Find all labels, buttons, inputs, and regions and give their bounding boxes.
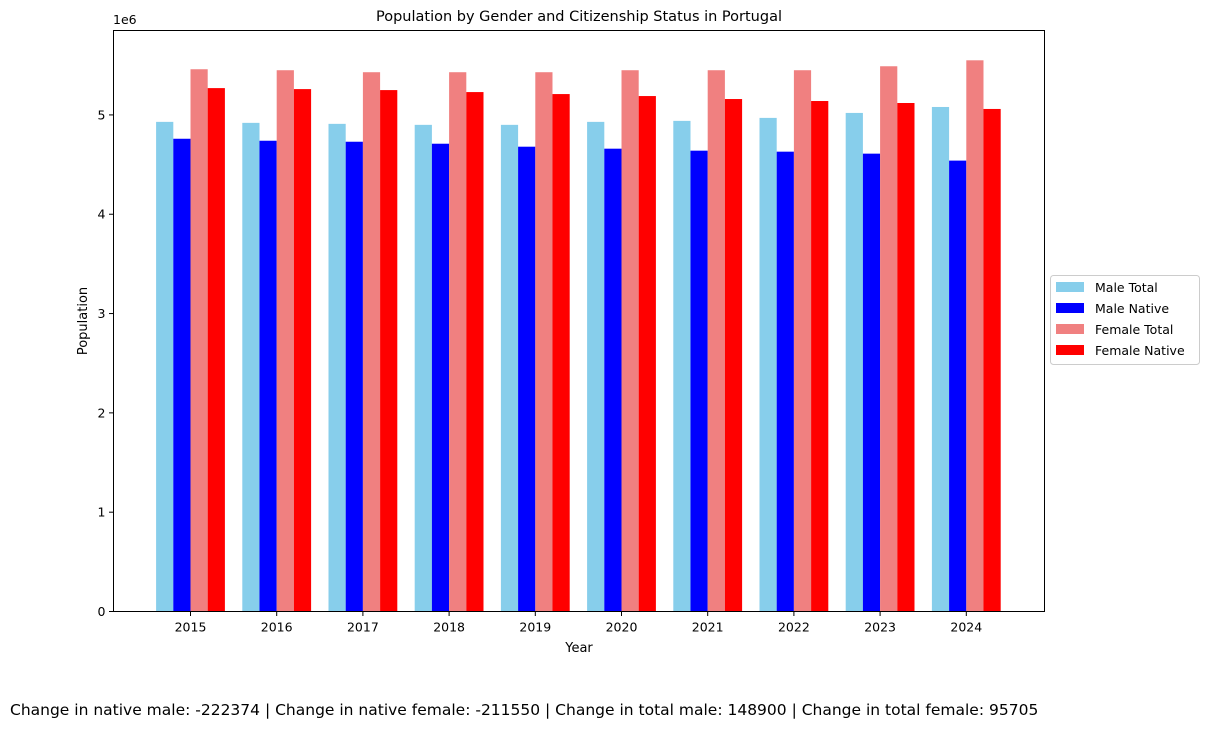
legend-label-male-total: Male Total bbox=[1095, 280, 1158, 295]
y-tick-label: 5 bbox=[98, 107, 106, 122]
bar-female-total-2021 bbox=[707, 70, 725, 612]
x-tick-label: 2024 bbox=[950, 620, 982, 635]
x-axis-ticks: 2015 2016 2017 2018 2019 2020 2021 2022 2023 2024 bbox=[175, 611, 982, 635]
bar-male-total-2021 bbox=[673, 120, 691, 612]
bar-male-total-2020 bbox=[587, 121, 605, 612]
bar-female-total-2018 bbox=[449, 72, 467, 612]
y-axis-offset-label: 1e6 bbox=[113, 12, 137, 27]
bar-female-native-2020 bbox=[638, 96, 656, 612]
bar-male-native-2019 bbox=[518, 146, 536, 612]
x-tick-label: 2018 bbox=[433, 620, 465, 635]
bar-female-total-2015 bbox=[190, 69, 208, 612]
bar-female-native-2023 bbox=[897, 103, 915, 612]
bar-male-total-2022 bbox=[759, 117, 777, 612]
legend-label-male-native: Male Native bbox=[1095, 301, 1169, 316]
bar-female-native-2016 bbox=[293, 89, 312, 612]
plot-area-frame bbox=[113, 30, 1045, 612]
x-tick-label: 2016 bbox=[261, 620, 293, 635]
y-tick-label: 3 bbox=[98, 306, 106, 321]
legend: Male Total Male Native Female Total Female … bbox=[1050, 275, 1200, 365]
legend-swatch-female-total bbox=[1056, 324, 1084, 334]
bars-group bbox=[156, 60, 1001, 612]
x-tick-label: 2020 bbox=[606, 620, 638, 635]
legend-label-female-native: Female Native bbox=[1095, 343, 1185, 358]
bar-male-total-2023 bbox=[845, 112, 863, 612]
x-axis-label: Year bbox=[564, 641, 593, 656]
chart-title: Population by Gender and Citizenship Sta… bbox=[376, 9, 782, 25]
y-tick-label: 1 bbox=[98, 505, 106, 520]
bar-male-native-2015 bbox=[173, 138, 191, 612]
bar-male-native-2022 bbox=[776, 151, 794, 612]
bar-male-native-2023 bbox=[862, 153, 881, 612]
bar-female-native-2015 bbox=[207, 88, 225, 612]
bar-female-total-2020 bbox=[621, 70, 639, 612]
bar-female-total-2017 bbox=[362, 72, 381, 612]
bar-male-native-2021 bbox=[690, 150, 708, 612]
bar-female-native-2022 bbox=[811, 101, 829, 612]
bar-male-native-2017 bbox=[345, 141, 363, 612]
y-axis-label: Population bbox=[76, 287, 91, 355]
x-tick-label: 2015 bbox=[175, 620, 207, 635]
bar-male-total-2015 bbox=[156, 121, 174, 612]
bar-male-native-2018 bbox=[431, 143, 450, 612]
bar-female-native-2024 bbox=[983, 108, 1001, 612]
y-tick-label: 0 bbox=[98, 604, 106, 619]
bar-male-total-2024 bbox=[931, 106, 950, 612]
bar-male-total-2018 bbox=[414, 124, 432, 612]
bar-male-native-2020 bbox=[604, 148, 622, 612]
y-axis-ticks: 0 1 2 3 4 5 bbox=[98, 107, 114, 619]
change-summary-text: Change in native male: -222374 | Change … bbox=[10, 701, 1039, 719]
bar-female-native-2018 bbox=[466, 92, 484, 612]
x-tick-label: 2023 bbox=[864, 620, 896, 635]
bar-female-total-2019 bbox=[535, 72, 553, 612]
bar-male-native-2016 bbox=[259, 140, 277, 612]
legend-frame bbox=[1050, 275, 1200, 365]
bar-female-native-2019 bbox=[552, 94, 570, 612]
bar-female-total-2024 bbox=[966, 60, 984, 612]
bar-male-total-2019 bbox=[500, 124, 519, 612]
y-tick-label: 2 bbox=[98, 405, 106, 420]
legend-swatch-male-native bbox=[1056, 303, 1084, 313]
x-tick-label: 2021 bbox=[692, 620, 724, 635]
legend-label-female-total: Female Total bbox=[1095, 322, 1173, 337]
x-tick-label: 2022 bbox=[778, 620, 810, 635]
bar-female-native-2021 bbox=[724, 99, 743, 612]
legend-swatch-female-native bbox=[1056, 345, 1084, 355]
bar-female-total-2023 bbox=[880, 66, 898, 612]
bar-male-total-2016 bbox=[242, 122, 260, 612]
y-tick-label: 4 bbox=[98, 207, 106, 222]
x-tick-label: 2019 bbox=[519, 620, 551, 635]
x-tick-label: 2017 bbox=[347, 620, 379, 635]
bar-male-native-2024 bbox=[949, 160, 967, 612]
bar-female-total-2016 bbox=[276, 70, 294, 612]
legend-swatch-male-total bbox=[1056, 282, 1084, 292]
bar-female-native-2017 bbox=[380, 90, 398, 612]
bar-female-total-2022 bbox=[793, 70, 812, 612]
bar-male-total-2017 bbox=[328, 123, 346, 612]
